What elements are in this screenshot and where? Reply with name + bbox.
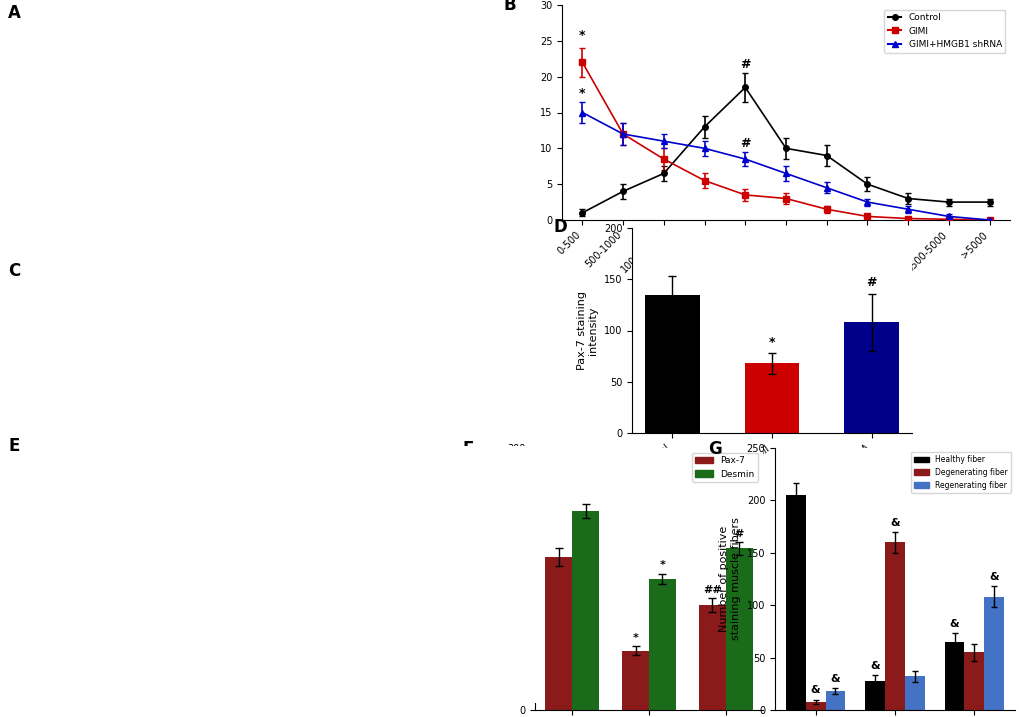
- Text: G: G: [707, 440, 720, 458]
- Bar: [944, 642, 964, 710]
- X-axis label: CSA (μm²): CSA (μm²): [756, 280, 814, 290]
- Legend: Healthy fiber, Degenerating fiber, Regenerating fiber: Healthy fiber, Degenerating fiber, Regen…: [910, 452, 1010, 493]
- Text: #: #: [734, 529, 743, 539]
- Text: #: #: [740, 137, 750, 150]
- Bar: [844, 323, 899, 433]
- Text: B: B: [503, 0, 516, 14]
- Text: *: *: [579, 29, 585, 42]
- Text: &: &: [988, 572, 998, 582]
- Y-axis label: Pax-7 staining
intensity: Pax-7 staining intensity: [576, 291, 597, 370]
- Y-axis label: Frequency (%): Frequency (%): [524, 72, 534, 153]
- Text: ##: ##: [702, 585, 721, 594]
- Text: F: F: [462, 440, 473, 458]
- Bar: [726, 549, 752, 710]
- Text: *: *: [659, 560, 664, 570]
- Bar: [785, 495, 805, 710]
- Bar: [644, 295, 699, 433]
- Text: &: &: [890, 518, 899, 528]
- Bar: [545, 557, 572, 710]
- Bar: [864, 680, 884, 710]
- Text: *: *: [579, 87, 585, 100]
- Text: #: #: [740, 58, 750, 71]
- Text: C: C: [8, 262, 20, 280]
- Text: D: D: [553, 218, 567, 236]
- Bar: [964, 652, 983, 710]
- Y-axis label: Number of positive
staining muscle fibers: Number of positive staining muscle fiber…: [718, 518, 741, 640]
- Text: #: #: [866, 277, 876, 290]
- Text: A: A: [8, 4, 21, 22]
- Bar: [884, 542, 904, 710]
- Bar: [983, 597, 1003, 710]
- Text: &: &: [869, 661, 879, 671]
- Y-axis label: Number of positive
staining fibers: Number of positive staining fibers: [479, 526, 500, 632]
- Legend: Pax-7, Desmin: Pax-7, Desmin: [691, 452, 758, 483]
- Text: *: *: [632, 633, 638, 642]
- Text: *: *: [768, 336, 774, 349]
- Bar: [648, 579, 676, 710]
- Bar: [622, 650, 648, 710]
- Bar: [904, 676, 924, 710]
- Text: &: &: [949, 619, 959, 630]
- Legend: Control, GIMI, GIMI+HMGB1 shRNA: Control, GIMI, GIMI+HMGB1 shRNA: [883, 9, 1005, 53]
- Bar: [744, 364, 799, 433]
- Bar: [572, 511, 598, 710]
- Text: &: &: [810, 685, 819, 695]
- Text: E: E: [8, 437, 19, 455]
- Bar: [698, 605, 726, 710]
- Text: &: &: [829, 674, 840, 684]
- Bar: [805, 702, 824, 710]
- Bar: [824, 691, 845, 710]
